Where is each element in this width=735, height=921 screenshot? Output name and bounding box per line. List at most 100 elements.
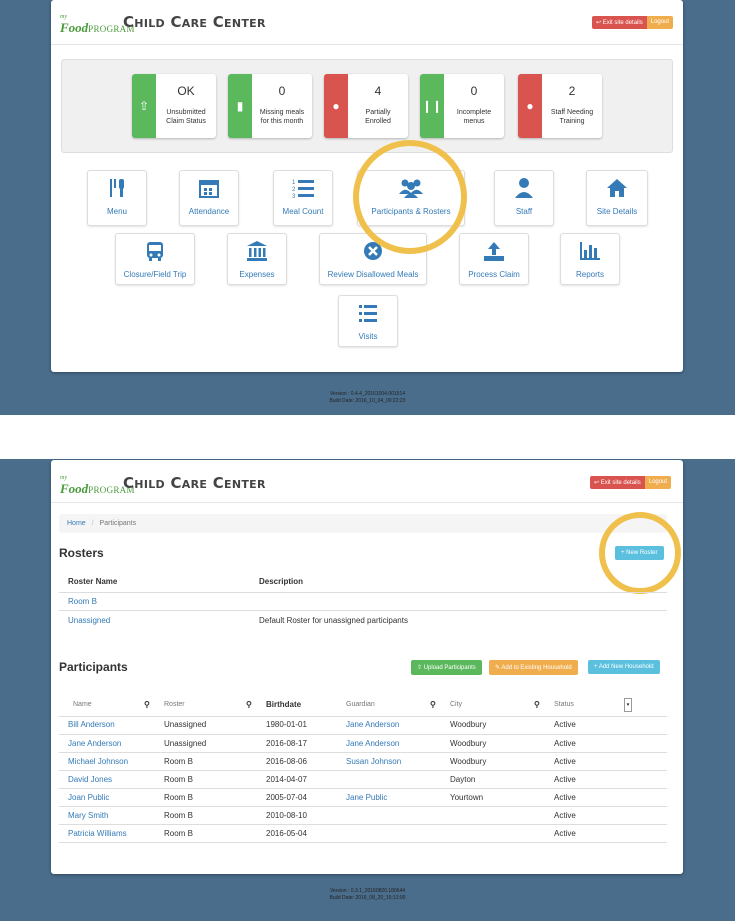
participants-rows: Bill Anderson Unassigned 1980-01-01 Jane An… — [59, 716, 667, 843]
breadcrumb-home-link[interactable]: Home — [67, 520, 86, 527]
add-existing-household-button[interactable]: ✎ Add to Existing Household — [489, 660, 578, 675]
participant-guardian-link[interactable]: Jane Anderson — [346, 720, 400, 730]
participant-roster: Room B — [164, 792, 193, 802]
upload-icon — [484, 242, 504, 261]
participant-guardian-link[interactable]: Susan Johnson — [346, 756, 402, 766]
table-row: Mary Smith Room B 2010-08-10 Active — [59, 806, 667, 824]
logout-button[interactable]: Logout — [644, 476, 672, 489]
search-icon[interactable]: ⚲ — [246, 700, 252, 710]
participant-name-link[interactable]: Patricia Williams — [68, 828, 127, 838]
separator-band — [0, 415, 735, 459]
participant-guardian-link[interactable]: Jane Anderson — [346, 738, 400, 748]
participant-roster: Room B — [164, 774, 193, 784]
search-icon[interactable]: ⚲ — [430, 700, 436, 710]
bar-chart-icon: ▮ — [228, 74, 252, 138]
logout-button[interactable]: Logout — [646, 16, 674, 29]
stat-partially-enrolled[interactable]: ● 4 Partially Enrolled — [324, 74, 408, 138]
header-divider — [51, 502, 683, 503]
users-icon: ● — [518, 74, 542, 138]
participant-city — [450, 824, 554, 842]
participant-city — [450, 806, 554, 824]
header-divider — [51, 44, 683, 45]
upload-participants-button[interactable]: ⇧ Upload Participants — [411, 660, 482, 675]
highlight-ring — [599, 512, 681, 594]
search-icon[interactable]: ⚲ — [534, 700, 540, 710]
rosters-table: Roster Name Description Room B Unassigne… — [59, 572, 667, 630]
tile-reports[interactable]: Reports — [560, 233, 620, 285]
site-title: Child Care Center — [123, 13, 266, 31]
calendar-icon — [199, 180, 219, 198]
upload-icon: ⇧ — [132, 74, 156, 138]
participant-roster: Room B — [164, 756, 193, 766]
participant-status: Active — [554, 738, 576, 748]
participant-guardian-link — [346, 806, 450, 824]
participant-name-link[interactable]: David Jones — [68, 774, 113, 784]
participant-name-link[interactable]: Joan Public — [68, 792, 110, 802]
search-icon[interactable]: ⚲ — [144, 700, 150, 710]
tile-menu[interactable]: Menu — [87, 170, 147, 226]
participant-birthdate: 2016-08-06 — [266, 756, 307, 766]
participant-status: Active — [554, 792, 576, 802]
list-icon — [359, 305, 377, 322]
bus-icon — [147, 242, 163, 261]
tile-closure-field-trip[interactable]: Closure/Field Trip — [115, 233, 195, 285]
roster-link[interactable]: Unassigned — [68, 615, 111, 625]
table-row: Unassigned Default Roster for unassigned… — [59, 610, 667, 630]
bank-icon — [247, 241, 267, 261]
participant-name-link[interactable]: Michael Johnson — [68, 756, 129, 766]
participant-roster: Unassigned — [164, 720, 207, 730]
highlight-ring — [353, 140, 467, 254]
tile-process-claim[interactable]: Process Claim — [459, 233, 529, 285]
participant-status: Active — [554, 810, 576, 820]
participant-birthdate: 2014-04-07 — [266, 774, 307, 784]
table-row: Jane Anderson Unassigned 2016-08-17 Jane An… — [59, 734, 667, 752]
participant-city: Yourtown — [450, 792, 484, 802]
table-row: Michael Johnson Room B 2016-08-06 Susan Joh… — [59, 752, 667, 770]
add-new-household-button[interactable]: + Add New Household — [588, 660, 660, 674]
stat-claim-status[interactable]: ⇧ OK Unsubmitted Claim Status — [132, 74, 216, 138]
numbered-list-icon: 123 — [292, 180, 314, 199]
stat-missing-meals[interactable]: ▮ 0 Missing meals for this month — [228, 74, 312, 138]
svg-text:2: 2 — [292, 187, 296, 193]
participant-name-link[interactable]: Jane Anderson — [68, 738, 122, 748]
participants-table: Name ⚲ Roster ⚲ Birthdate Guardian ⚲ Cit… — [59, 694, 667, 717]
roster-link[interactable]: Room B — [68, 596, 97, 606]
bar-chart-icon — [580, 242, 600, 260]
participant-city: Dayton — [450, 774, 476, 784]
exit-site-details-button[interactable]: ↩ Exit site details — [590, 476, 645, 489]
table-row: Patricia Williams Room B 2016-05-04 Active — [59, 824, 667, 842]
participants-heading: Participants — [59, 660, 128, 674]
participant-roster: Room B — [164, 828, 193, 838]
user-icon — [515, 178, 533, 198]
exit-site-details-button[interactable]: ↩ Exit site details — [592, 16, 647, 29]
stats-panel: ⇧ OK Unsubmitted Claim Status ▮ 0 Missing m… — [61, 59, 673, 153]
tile-staff[interactable]: Staff — [494, 170, 554, 226]
top-card: my FoodPROGRAM Child Care Center ↩ Exit … — [51, 0, 683, 372]
participant-name-link[interactable]: Bill Anderson — [68, 720, 115, 730]
home-icon — [607, 179, 627, 197]
users-icon: ● — [324, 74, 348, 138]
tile-expenses[interactable]: Expenses — [227, 233, 287, 285]
tile-site-details[interactable]: Site Details — [586, 170, 648, 226]
participant-status: Active — [554, 774, 576, 784]
participant-city: Woodbury — [450, 756, 487, 766]
bottom-card: my FoodPROGRAM Child Care Center ↩ Exit … — [51, 460, 683, 874]
participant-birthdate: 2016-05-04 — [266, 828, 307, 838]
status-filter-dropdown[interactable]: ▾ — [624, 694, 667, 716]
rosters-heading: Rosters — [59, 546, 104, 560]
header-buttons: ↩ Exit site details Logout — [592, 16, 674, 29]
stat-staff-training[interactable]: ● 2 Staff Needing Training — [518, 74, 602, 138]
participant-guardian-link[interactable]: Jane Public — [346, 792, 388, 802]
svg-text:1: 1 — [292, 180, 296, 186]
version-info: Version : 0.4.4_20161004.001514 Build Dat… — [329, 391, 406, 404]
participant-city: Woodbury — [450, 738, 487, 748]
stat-incomplete-menus[interactable]: ❙❙ 0 Incomplete menus — [420, 74, 504, 138]
svg-text:3: 3 — [292, 194, 296, 199]
participant-name-link[interactable]: Mary Smith — [68, 810, 109, 820]
participant-birthdate: 1980-01-01 — [266, 720, 307, 730]
utensils-icon — [110, 179, 124, 197]
tile-visits[interactable]: Visits — [338, 295, 398, 347]
app-logo: my FoodPROGRAM — [60, 14, 135, 35]
tile-attendance[interactable]: Attendance — [179, 170, 239, 226]
